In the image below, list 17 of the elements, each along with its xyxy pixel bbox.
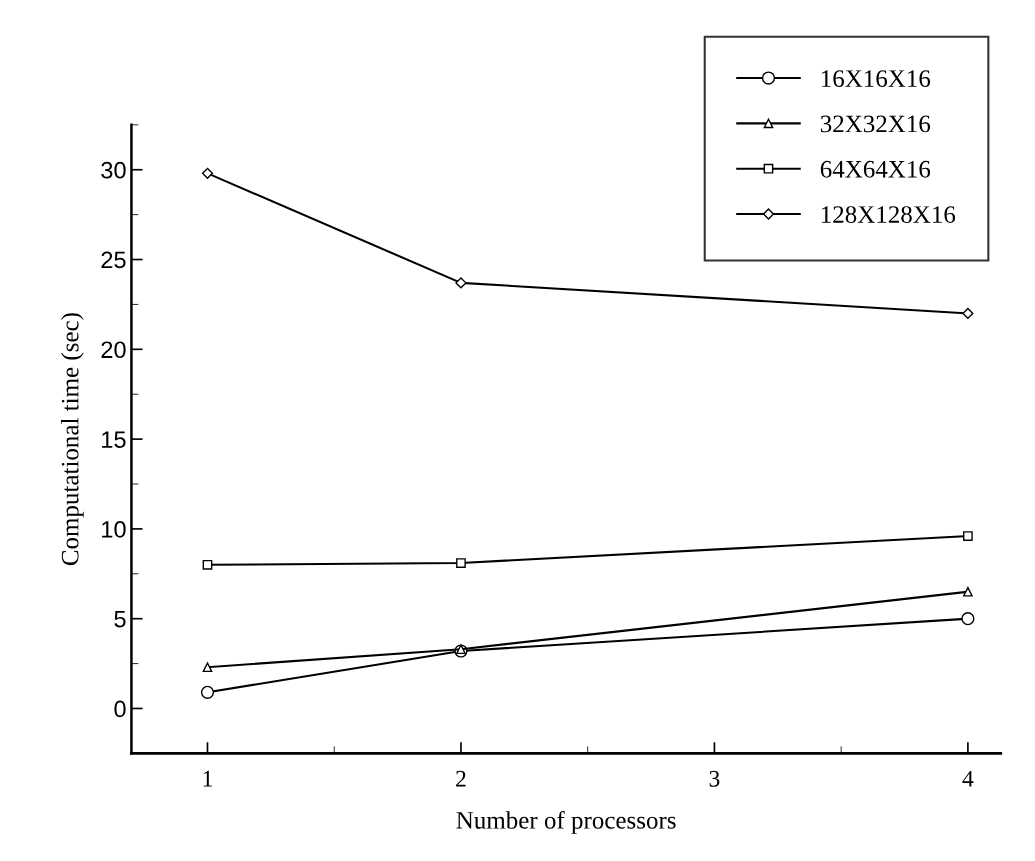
y-tick-label: 30	[101, 161, 126, 179]
legend-label: 128X128X16	[821, 206, 956, 223]
x-axis-title: Number of processors	[456, 810, 676, 834]
x-tick-label: 2	[456, 770, 466, 787]
y-axis-title: Computational time (sec)	[60, 313, 84, 566]
y-tick-label: 25	[101, 251, 126, 269]
y-tick-label: 0	[114, 700, 126, 718]
y-tick-label: 10	[102, 520, 126, 538]
x-tick-label: 1	[203, 770, 212, 787]
legend-label: 64X64X16	[820, 160, 931, 178]
y-tick-label: 15	[102, 431, 126, 448]
y-tick-label: 20	[101, 341, 126, 359]
legend-label: 16X16X16	[821, 70, 931, 88]
x-tick-label: 3	[709, 770, 720, 787]
legend-label: 32X32X16	[820, 115, 931, 133]
x-tick-label: 4	[962, 770, 974, 787]
y-tick-label: 5	[114, 611, 126, 628]
